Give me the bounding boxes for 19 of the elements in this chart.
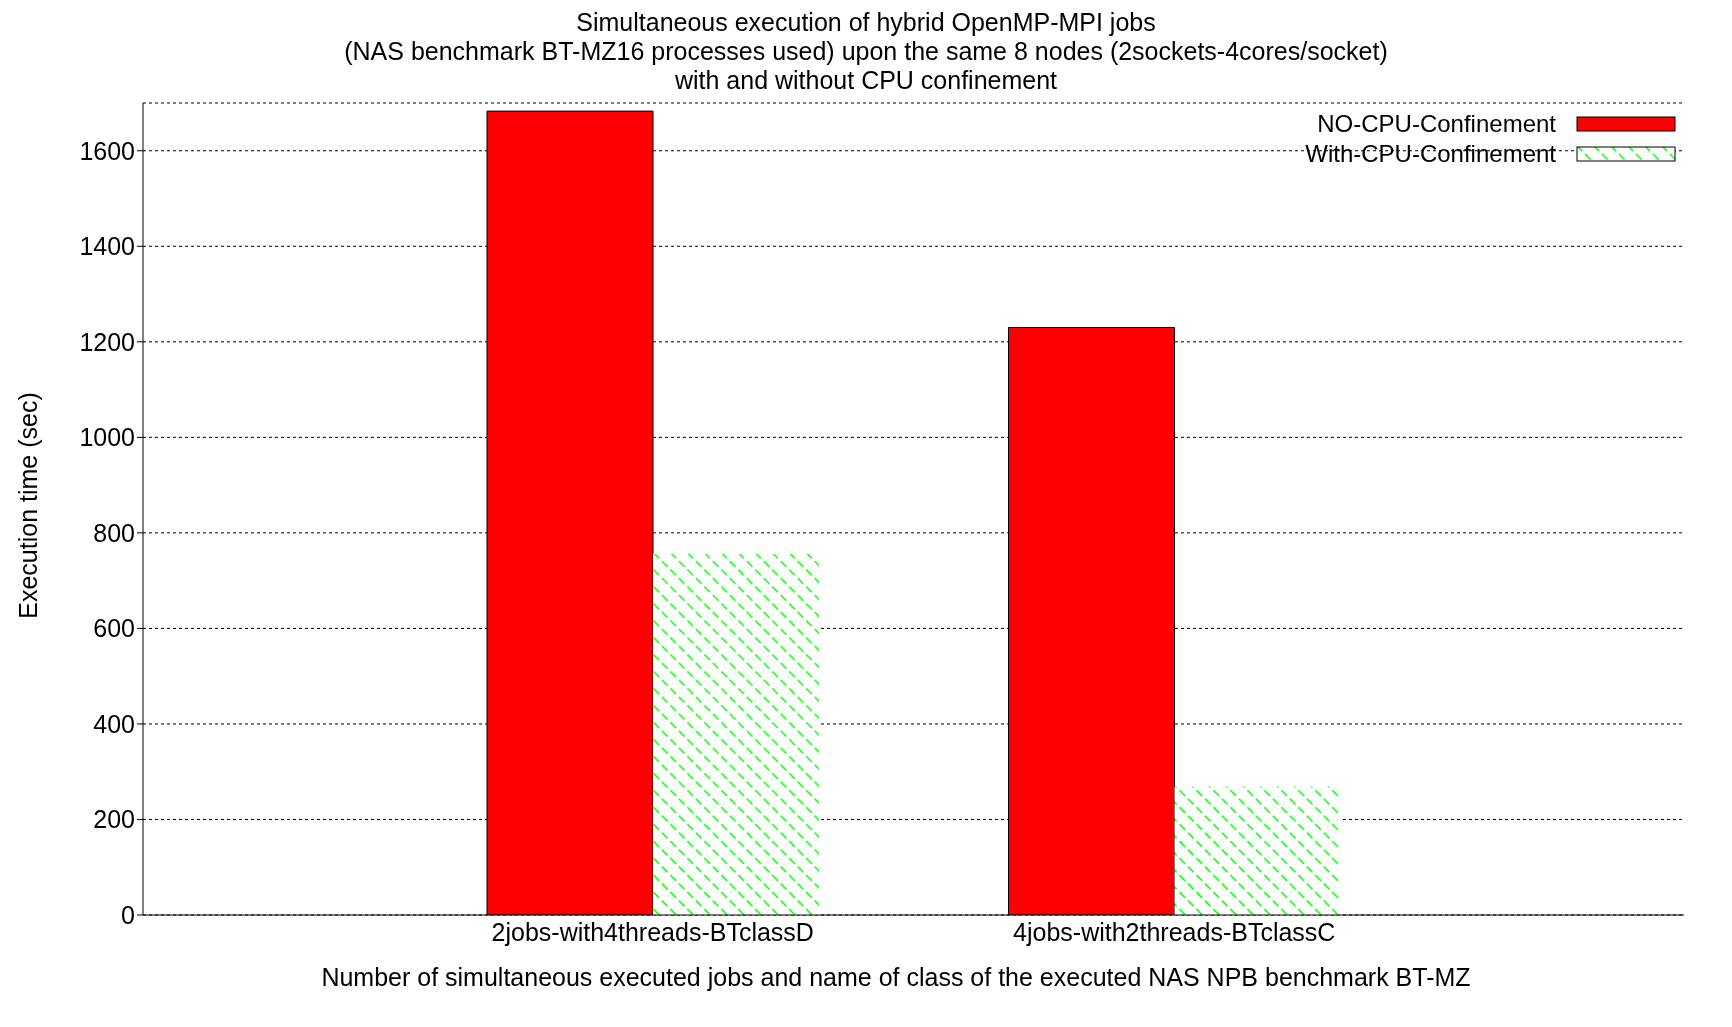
y-tick-label: 1400	[79, 232, 135, 261]
y-axis-title: Execution time (sec)	[13, 391, 43, 619]
legend-label: NO-CPU-Confinement	[1317, 110, 1556, 138]
bar	[653, 553, 819, 915]
bar	[1174, 786, 1341, 915]
x-axis-title: Number of simultaneous executed jobs and name of class of the executed NAS NPB benchmark BT-MZ	[320, 963, 1472, 992]
y-tick-label: 400	[93, 709, 135, 738]
y-tick-label: 600	[93, 614, 135, 643]
x-tick-label: 4jobs-with2threads-BTclassC	[1013, 917, 1336, 946]
y-tick-label: 1000	[79, 423, 135, 452]
y-tick-label: 1200	[79, 327, 135, 356]
legend-label: With-CPU-Confinement	[1305, 140, 1556, 168]
x-tick-label: 2jobs-with4threads-BTclassD	[491, 917, 814, 946]
chart-title: Simultaneous execution of hybrid OpenMP-MPI jobs	[575, 8, 1157, 37]
y-tick-label: 800	[93, 518, 135, 547]
y-tick-label: 1600	[79, 136, 135, 165]
y-tick-label: 0	[121, 900, 135, 929]
y-tick-label: 200	[93, 805, 135, 834]
chart-subtitle: (NAS benchmark BT-MZ16 processes used) upon the same 8 nodes (2sockets-4cores/socket) with and without CPU confinement	[343, 37, 1389, 95]
